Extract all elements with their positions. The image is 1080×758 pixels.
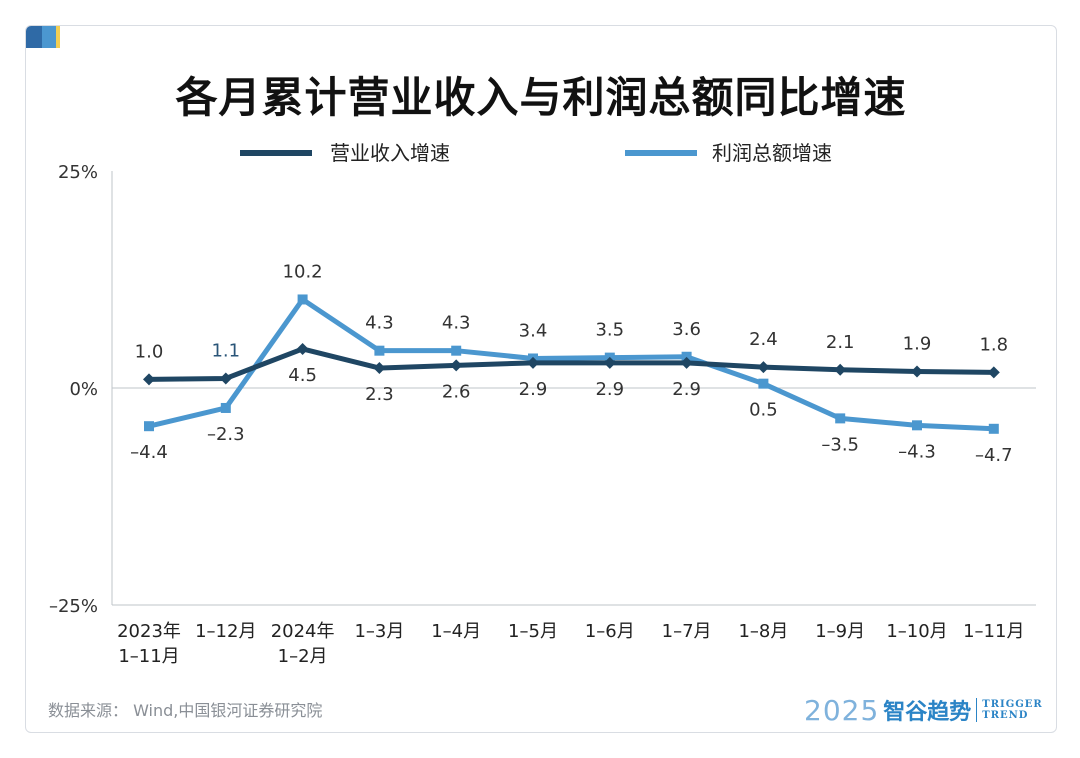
line-chart: 25% 0% –25% 2023年 1–11月 1–12月 2024年 1–2月 1–3月 1–4…: [49, 141, 1036, 667]
x-tick-label: 1–7月: [662, 621, 712, 642]
profit-data-label: 4.3: [365, 313, 394, 334]
chart-title: 各月累计营业收入与利润总额同比增速: [175, 73, 907, 122]
revenue-point: [987, 366, 1000, 379]
profit-data-label: –4.3: [898, 441, 936, 462]
revenue-data-label: 2.9: [672, 379, 701, 400]
profit-point: [144, 421, 154, 432]
accent-stripe-dark: [26, 26, 42, 48]
profit-point: [374, 345, 385, 356]
revenue-data-label: 2.9: [519, 379, 548, 400]
profit-data-label: –3.5: [821, 434, 859, 455]
accent-stripe-light: [42, 26, 56, 48]
x-tick-label: 1–10月: [886, 621, 947, 642]
x-tick-label: 1–8月: [738, 621, 788, 642]
profit-point: [297, 294, 308, 305]
y-tick-label: 25%: [58, 162, 98, 183]
revenue-data-label: 2.4: [749, 329, 778, 350]
revenue-data-label: 4.5: [288, 365, 317, 386]
profit-point: [758, 378, 769, 389]
x-tick-label: 2024年: [271, 621, 335, 642]
profit-point: [988, 423, 999, 434]
brand-year: 2025: [804, 693, 880, 727]
x-tick-label: 1–2月: [278, 646, 328, 667]
brand-english: TRIGGER TREND: [982, 699, 1042, 721]
x-tick-label: 1–11月: [963, 621, 1024, 642]
chart-card: 各月累计营业收入与利润总额同比增速 25% 0% –25% 2023年 1–11月 1–1…: [25, 25, 1057, 733]
revenue-point: [527, 356, 539, 369]
revenue-data-label: 2.1: [826, 332, 855, 353]
series-group: [143, 294, 1000, 434]
profit-data-label: –4.4: [130, 442, 168, 463]
profit-data-label: 3.6: [672, 319, 701, 340]
brand-logo: 2025 智谷趋势 TRIGGER TREND: [804, 693, 1043, 727]
legend: 营业收入增速 利润总额增速: [240, 141, 832, 165]
profit-data-label: 0.5: [749, 400, 778, 421]
brand-english-line1: TRIGGER: [982, 699, 1043, 710]
source-note: 数据来源： Wind,中国银河证券研究院: [48, 701, 323, 720]
revenue-point: [911, 365, 923, 378]
legend-label: 营业收入增速: [330, 141, 450, 165]
revenue-data-label: 2.6: [442, 381, 471, 402]
revenue-point: [603, 356, 616, 369]
profit-data-label: 10.2: [283, 261, 323, 282]
x-tick-label: 1–4月: [431, 621, 481, 642]
revenue-data-label: 1.9: [903, 334, 932, 355]
corner-accent: [26, 26, 60, 48]
revenue-point: [296, 342, 309, 355]
x-tick-label: 1–3月: [354, 621, 404, 642]
revenue-line: [148, 346, 994, 382]
x-tick-label: 1–11月: [118, 646, 179, 667]
brand-divider: [976, 698, 978, 722]
x-tick-label: 1–6月: [585, 621, 635, 642]
profit-data-label: 4.3: [442, 313, 471, 334]
x-tick-label: 1–9月: [815, 621, 865, 642]
revenue-data-label: 1.8: [979, 334, 1008, 355]
revenue-data-label: 2.3: [365, 384, 394, 405]
profit-point: [451, 345, 462, 356]
revenue-point: [219, 372, 232, 385]
revenue-point: [373, 362, 386, 375]
y-tick-label: –25%: [49, 596, 98, 617]
profit-point: [912, 420, 922, 431]
revenue-data-label: 2.9: [595, 379, 624, 400]
revenue-data-label: 1.1: [211, 340, 240, 361]
revenue-point: [680, 356, 693, 369]
accent-stripe-yellow: [56, 26, 60, 48]
revenue-point: [143, 373, 155, 386]
revenue-data-label: 1.0: [135, 341, 164, 362]
brand-name: 智谷趋势: [883, 699, 972, 725]
profit-data-label: –2.3: [207, 424, 245, 445]
revenue-point: [834, 363, 847, 376]
revenue-point: [450, 359, 463, 372]
profit-point: [835, 413, 846, 424]
x-tick-label: 2023年: [117, 621, 181, 642]
revenue-point: [757, 361, 770, 374]
y-tick-label: 0%: [69, 379, 98, 400]
profit-data-label: 3.5: [595, 320, 624, 341]
x-tick-label: 1–12月: [195, 621, 256, 642]
data-labels: 1.0 1.1 4.5 2.3 2.6 2.9 2.9 2.9 2.4 2.1 1.9 1.8 –4.4…: [130, 261, 1012, 465]
profit-point: [681, 351, 692, 362]
profit-line: [148, 296, 994, 432]
x-tick-label: 1–5月: [508, 621, 558, 642]
profit-point: [220, 402, 231, 413]
axes: 25% 0% –25% 2023年 1–11月 1–12月 2024年 1–2月 1–3月 1–4…: [49, 162, 1036, 667]
brand-english-line2: TREND: [982, 710, 1029, 721]
profit-data-label: 3.4: [519, 320, 548, 341]
legend-label: 利润总额增速: [712, 141, 832, 165]
profit-data-label: –4.7: [975, 445, 1013, 466]
